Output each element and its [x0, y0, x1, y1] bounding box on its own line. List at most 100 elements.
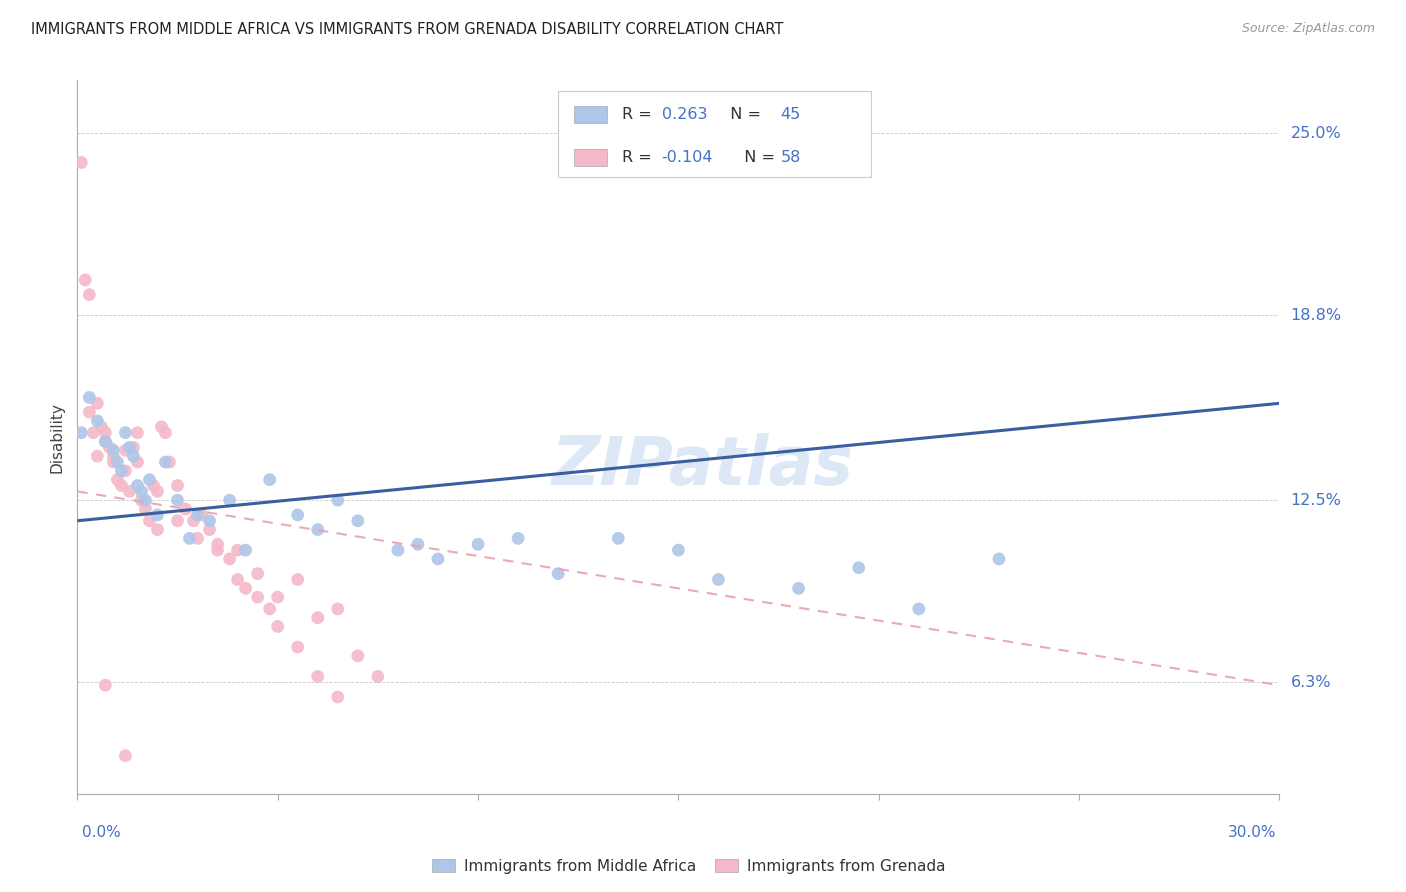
Text: R =: R =	[621, 150, 657, 165]
Point	[146, 508, 169, 522]
Point	[367, 669, 389, 683]
Point	[707, 573, 730, 587]
Point	[218, 493, 240, 508]
Point	[131, 493, 153, 508]
Point	[166, 493, 188, 508]
Point	[122, 449, 145, 463]
Bar	[574, 149, 607, 166]
Point	[127, 478, 149, 492]
Text: 58: 58	[780, 150, 801, 165]
Point	[326, 690, 349, 704]
Text: 25.0%: 25.0%	[1291, 126, 1341, 141]
Point	[110, 464, 132, 478]
Point	[347, 514, 370, 528]
Point	[267, 619, 290, 633]
Point	[107, 473, 129, 487]
Point	[131, 484, 153, 499]
Point	[155, 455, 177, 469]
Point	[86, 449, 108, 463]
Point	[307, 669, 329, 683]
Text: 6.3%: 6.3%	[1291, 674, 1331, 690]
Point	[207, 537, 229, 551]
Point	[607, 532, 630, 546]
Point	[118, 441, 141, 455]
FancyBboxPatch shape	[558, 91, 870, 177]
Point	[146, 523, 169, 537]
Point	[186, 532, 209, 546]
Point	[150, 419, 173, 434]
Y-axis label: Disability: Disability	[49, 401, 65, 473]
Point	[114, 748, 136, 763]
Point	[307, 610, 329, 624]
Point	[235, 543, 257, 558]
Point	[118, 484, 141, 499]
Point	[159, 455, 181, 469]
Point	[86, 396, 108, 410]
Point	[146, 484, 169, 499]
Point	[988, 552, 1011, 566]
Point	[267, 590, 290, 604]
Point	[94, 678, 117, 692]
Point	[107, 455, 129, 469]
Point	[94, 425, 117, 440]
Point	[90, 419, 112, 434]
Text: N =: N =	[720, 107, 766, 122]
Point	[326, 602, 349, 616]
Point	[94, 434, 117, 449]
Point	[207, 543, 229, 558]
Point	[98, 441, 121, 455]
Text: ZIPatlas: ZIPatlas	[551, 433, 853, 499]
Point	[110, 478, 132, 492]
Point	[427, 552, 450, 566]
Text: 18.8%: 18.8%	[1291, 308, 1341, 323]
Point	[103, 449, 125, 463]
Point	[908, 602, 931, 616]
Point	[787, 582, 810, 596]
Point	[127, 455, 149, 469]
Point	[122, 441, 145, 455]
Point	[134, 502, 156, 516]
Point	[79, 391, 101, 405]
Text: R =: R =	[621, 107, 657, 122]
Point	[259, 473, 281, 487]
Point	[226, 573, 249, 587]
Point	[79, 405, 101, 419]
Point	[134, 493, 156, 508]
Point	[174, 502, 197, 516]
Point	[127, 425, 149, 440]
Text: Source: ZipAtlas.com: Source: ZipAtlas.com	[1241, 22, 1375, 36]
Point	[226, 543, 249, 558]
Point	[179, 532, 201, 546]
Point	[79, 287, 101, 301]
Point	[246, 566, 269, 581]
Point	[218, 552, 240, 566]
Point	[347, 648, 370, 663]
Point	[138, 514, 160, 528]
Point	[547, 566, 569, 581]
Text: 0.0%: 0.0%	[82, 825, 121, 840]
Point	[166, 478, 188, 492]
Point	[848, 561, 870, 575]
Point	[259, 602, 281, 616]
Point	[307, 523, 329, 537]
Point	[387, 543, 409, 558]
Point	[467, 537, 489, 551]
Point	[287, 573, 309, 587]
Text: 30.0%: 30.0%	[1229, 825, 1277, 840]
Point	[75, 273, 97, 287]
Legend: Immigrants from Middle Africa, Immigrants from Grenada: Immigrants from Middle Africa, Immigrant…	[426, 853, 952, 880]
Text: N =: N =	[734, 150, 780, 165]
Text: 0.263: 0.263	[662, 107, 707, 122]
Point	[103, 455, 125, 469]
Point	[166, 514, 188, 528]
Point	[186, 508, 209, 522]
Point	[406, 537, 429, 551]
Point	[114, 443, 136, 458]
Point	[235, 582, 257, 596]
Text: -0.104: -0.104	[662, 150, 713, 165]
Point	[668, 543, 690, 558]
Point	[287, 508, 309, 522]
Point	[287, 640, 309, 654]
Text: 12.5%: 12.5%	[1291, 492, 1341, 508]
Point	[190, 508, 212, 522]
